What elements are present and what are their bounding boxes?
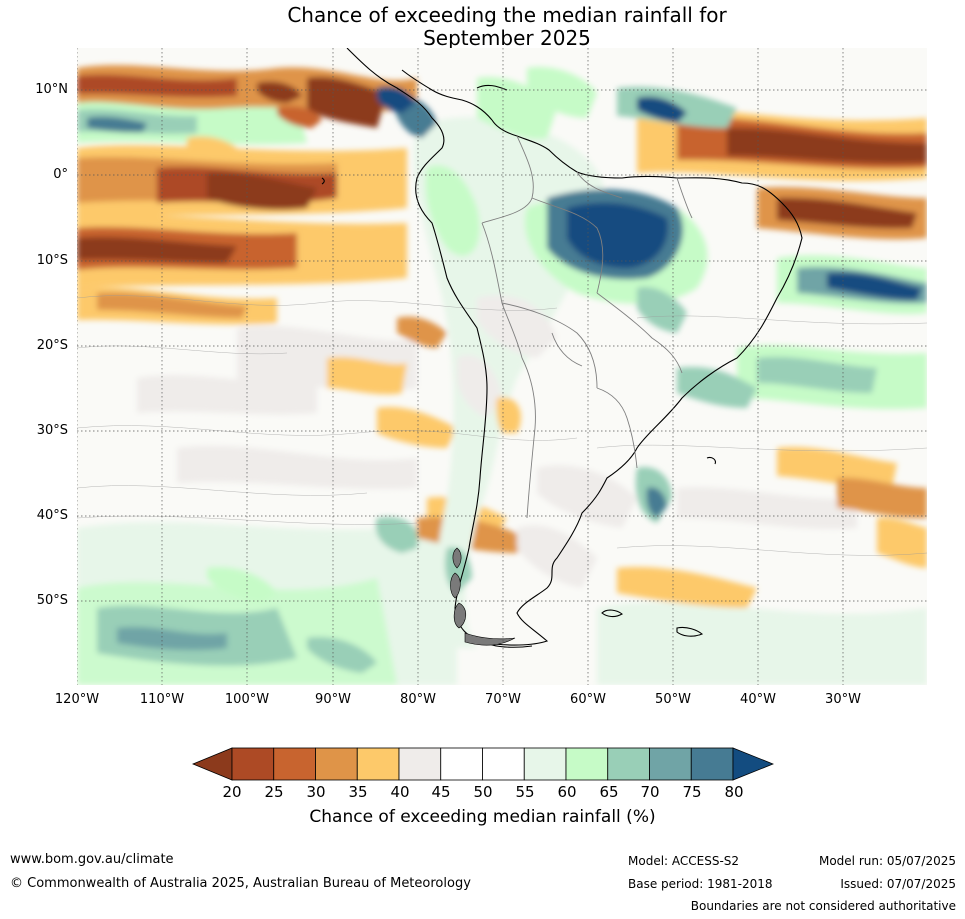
colorbar-extend-low: [192, 747, 233, 781]
lon-label-50w: 50°W: [655, 692, 691, 707]
colorbar-cell: [398, 747, 442, 781]
contour-lines: [77, 295, 927, 556]
country-borders: [481, 135, 693, 519]
map-title: Chance of exceeding the median rainfall …: [0, 4, 965, 50]
colorbar-tick-35: 35: [348, 783, 368, 801]
issued-text: Issued: 07/07/2025: [840, 877, 956, 891]
colorbar-cell: [607, 747, 650, 781]
colorbar-cell: [649, 747, 692, 781]
lon-label-40w: 40°W: [740, 692, 776, 707]
copyright-text: © Commonwealth of Australia 2025, Austra…: [10, 876, 471, 891]
rainfall-anomaly-fields: [77, 65, 927, 685]
lat-label-10s: 10°S: [36, 253, 68, 268]
model-text: Model: ACCESS-S2: [628, 854, 740, 868]
colorbar-tick-45: 45: [431, 783, 451, 801]
colorbar-cell: [565, 747, 609, 781]
lat-label-10n: 10°N: [35, 82, 68, 97]
lon-label-80w: 80°W: [400, 692, 436, 707]
lat-label-50s: 50°S: [36, 593, 68, 608]
colorbar-tick-75: 75: [682, 783, 702, 801]
colorbar-tick-30: 30: [306, 783, 326, 801]
lon-label-60w: 60°W: [570, 692, 606, 707]
colorbar-tick-25: 25: [264, 783, 284, 801]
colorbar-cell: [440, 747, 483, 781]
lon-label-30w: 30°W: [825, 692, 861, 707]
colorbar-tick-40: 40: [390, 783, 410, 801]
colorbar-tick-70: 70: [640, 783, 660, 801]
colorbar-cell: [315, 747, 358, 781]
lon-label-120w: 120°W: [54, 692, 100, 707]
colorbar-cell: [690, 747, 734, 781]
rainfall-map: [77, 48, 927, 685]
title-line-1: Chance of exceeding the median rainfall …: [287, 3, 727, 27]
colorbar-extend-high: [732, 747, 774, 781]
graticule: [77, 48, 927, 685]
colorbar-cell: [523, 747, 567, 781]
colorbar-cell: [482, 747, 525, 781]
colorbar-cell: [356, 747, 400, 781]
colorbar-tick-20: 20: [222, 783, 242, 801]
colorbar-tick-80: 80: [724, 783, 744, 801]
patagonia-islands: [450, 547, 516, 646]
colorbar-cell: [273, 747, 316, 781]
colorbar-tick-55: 55: [515, 783, 535, 801]
south-america-coastline: [321, 48, 803, 648]
colorbar-tick-60: 60: [557, 783, 577, 801]
model-run-text: Model run: 05/07/2025: [818, 854, 956, 868]
website-link[interactable]: www.bom.gov.au/climate: [10, 852, 174, 867]
disclaimer-text: Boundaries are not considered authoritat…: [690, 899, 956, 913]
lat-label-20s: 20°S: [36, 338, 68, 353]
title-line-2: September 2025: [423, 26, 591, 50]
map-canvas: [77, 48, 927, 685]
lon-label-110w: 110°W: [139, 692, 185, 707]
colorbar: [192, 747, 774, 781]
colorbar-cell: [231, 747, 275, 781]
colorbar-label: Chance of exceeding median rainfall (%): [309, 807, 656, 827]
base-period-text: Base period: 1981-2018: [628, 877, 773, 891]
colorbar-tick-50: 50: [473, 783, 493, 801]
colorbar-tick-65: 65: [599, 783, 619, 801]
lon-label-90w: 90°W: [315, 692, 351, 707]
lat-label-30s: 30°S: [36, 423, 68, 438]
lon-label-70w: 70°W: [485, 692, 521, 707]
lat-label-0: 0°: [53, 167, 68, 182]
lon-label-100w: 100°W: [224, 692, 270, 707]
lat-label-40s: 40°S: [36, 508, 68, 523]
